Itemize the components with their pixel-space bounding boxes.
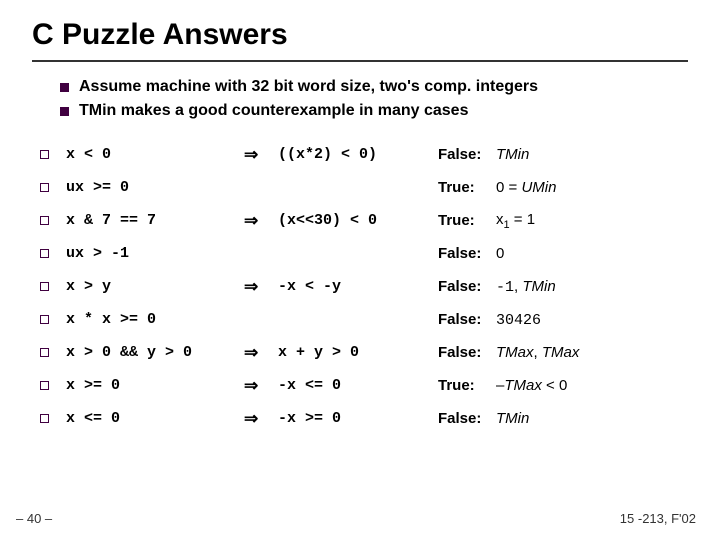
hollow-square-bullet-icon [40, 216, 66, 225]
expr-left: x < 0 [66, 146, 244, 163]
intro-text-1: Assume machine with 32 bit word size, tw… [79, 78, 538, 96]
footer: – 40 – 15 -213, F'02 [16, 511, 696, 526]
expr-left: x >= 0 [66, 377, 244, 394]
hollow-square-bullet-icon [40, 315, 66, 324]
verdict: False: [438, 245, 496, 262]
intro-line-1: Assume machine with 32 bit word size, tw… [60, 78, 688, 96]
verdict: False: [438, 344, 496, 361]
reason: –TMax < 0 [496, 377, 688, 394]
expr-left: x > y [66, 278, 244, 295]
table-row: x < 0⇒((x*2) < 0)False:TMin [40, 138, 688, 171]
expr-left: x * x >= 0 [66, 311, 244, 328]
puzzle-table: x < 0⇒((x*2) < 0)False:TMinux >= 0True:0… [40, 138, 688, 435]
page-number: – 40 – [16, 511, 52, 526]
table-row: x * x >= 0 False:30426 [40, 303, 688, 336]
verdict: False: [438, 146, 496, 163]
expr-left: x > 0 && y > 0 [66, 344, 244, 361]
reason: TMin [496, 410, 688, 427]
hollow-square-bullet-icon [40, 150, 66, 159]
reason: x1 = 1 [496, 211, 688, 231]
title-divider [32, 60, 688, 62]
implies-arrow-icon: ⇒ [244, 277, 278, 297]
expr-right: ((x*2) < 0) [278, 146, 438, 163]
implies-arrow-icon: ⇒ [244, 376, 278, 396]
table-row: x & 7 == 7⇒(x<<30) < 0True:x1 = 1 [40, 204, 688, 237]
expr-right: -x >= 0 [278, 410, 438, 427]
hollow-square-bullet-icon [40, 348, 66, 357]
expr-left: ux > -1 [66, 245, 244, 262]
reason: 30426 [496, 311, 688, 329]
implies-arrow-icon: ⇒ [244, 211, 278, 231]
table-row: x > 0 && y > 0⇒x + y > 0False:TMax, TMax [40, 336, 688, 369]
intro-text-2: TMin makes a good counterexample in many… [79, 102, 468, 120]
verdict: True: [438, 212, 496, 229]
expr-right: -x <= 0 [278, 377, 438, 394]
implies-arrow-icon: ⇒ [244, 343, 278, 363]
table-row: x >= 0⇒-x <= 0True:–TMax < 0 [40, 369, 688, 402]
hollow-square-bullet-icon [40, 249, 66, 258]
implies-arrow-icon: ⇒ [244, 145, 278, 165]
expr-right: (x<<30) < 0 [278, 212, 438, 229]
expr-right: x + y > 0 [278, 344, 438, 361]
hollow-square-bullet-icon [40, 282, 66, 291]
table-row: ux >= 0 True:0 = UMin [40, 171, 688, 204]
reason: TMax, TMax [496, 344, 688, 361]
expr-left: x <= 0 [66, 410, 244, 427]
verdict: True: [438, 377, 496, 394]
hollow-square-bullet-icon [40, 381, 66, 390]
intro-line-2: TMin makes a good counterexample in many… [60, 102, 688, 120]
hollow-square-bullet-icon [40, 183, 66, 192]
reason: 0 = UMin [496, 179, 688, 196]
verdict: False: [438, 278, 496, 295]
implies-arrow-icon: ⇒ [244, 409, 278, 429]
table-row: x > y⇒-x < -yFalse:-1, TMin [40, 270, 688, 303]
intro-block: Assume machine with 32 bit word size, tw… [60, 78, 688, 120]
expr-left: x & 7 == 7 [66, 212, 244, 229]
expr-right: -x < -y [278, 278, 438, 295]
expr-left: ux >= 0 [66, 179, 244, 196]
table-row: x <= 0⇒-x >= 0False:TMin [40, 402, 688, 435]
course-info: 15 -213, F'02 [620, 511, 696, 526]
reason: -1, TMin [496, 278, 688, 296]
reason: 0 [496, 245, 688, 262]
square-bullet-icon [60, 83, 69, 92]
reason: TMin [496, 146, 688, 163]
verdict: True: [438, 179, 496, 196]
slide-title: C Puzzle Answers [32, 18, 688, 52]
hollow-square-bullet-icon [40, 414, 66, 423]
table-row: ux > -1 False:0 [40, 237, 688, 270]
verdict: False: [438, 311, 496, 328]
square-bullet-icon [60, 107, 69, 116]
verdict: False: [438, 410, 496, 427]
